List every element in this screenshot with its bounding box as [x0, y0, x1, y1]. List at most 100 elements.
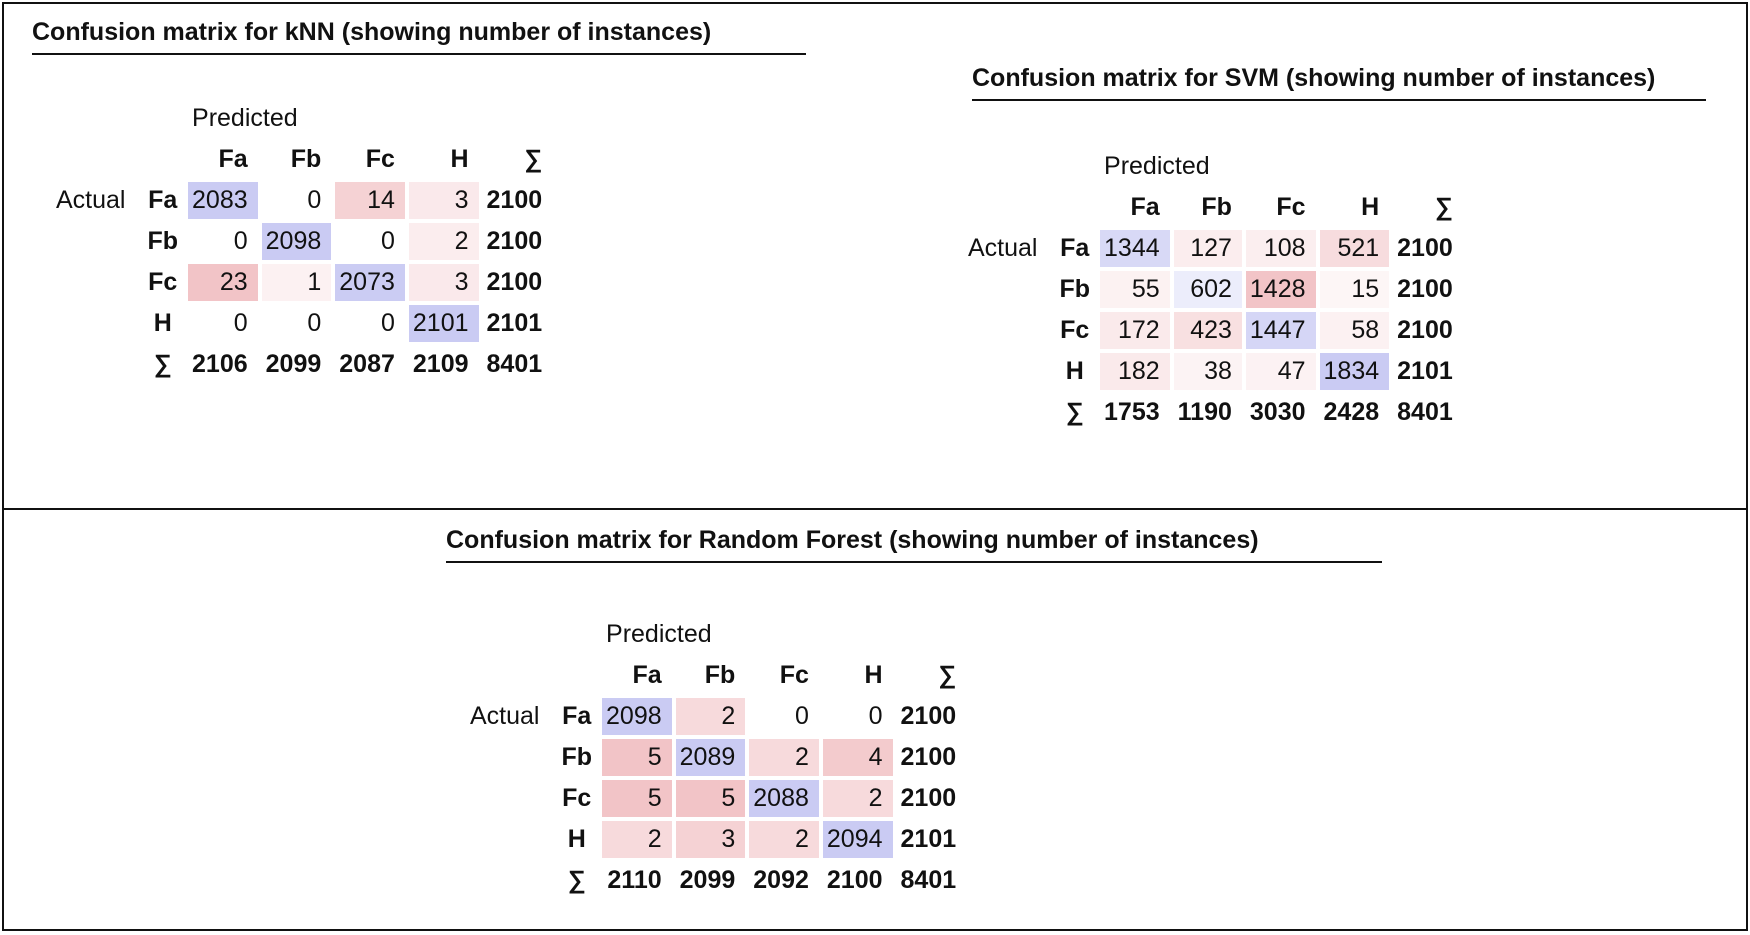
predicted-label: Predicted: [192, 104, 298, 132]
matrix-cell: 0: [868, 702, 883, 730]
row-total: 2100: [486, 268, 543, 296]
grand-total: 8401: [900, 866, 957, 894]
empty-cell: [466, 739, 551, 776]
predicted-label: Predicted: [1104, 152, 1210, 180]
empty-cell: [466, 780, 551, 817]
empty-cell: [555, 616, 598, 653]
col-total: 3030: [1249, 398, 1306, 426]
empty-cell: [964, 312, 1049, 349]
matrix-cell: 127: [1173, 230, 1242, 267]
col-header: H: [864, 661, 883, 689]
row-header: Fc: [1060, 316, 1090, 344]
row-total: 2101: [900, 825, 957, 853]
matrix-cell: 1834: [1319, 353, 1390, 390]
matrix-cell: 0: [381, 227, 395, 255]
matrix-cell: 4: [822, 739, 893, 776]
matrix-cell: 2: [602, 821, 672, 858]
row-header: Fb: [561, 743, 593, 771]
matrix-cell: 0: [381, 309, 395, 337]
col-header: Fc: [365, 145, 395, 173]
col-header: Fa: [1130, 193, 1160, 221]
empty-cell: [555, 657, 598, 694]
empty-cell: [52, 305, 137, 342]
empty-cell: [1053, 189, 1096, 226]
rf-confusion-matrix: Predicted Fa Fb Fc H ∑ Actual Fa 2098 2 0 0 2100 Fb 5 2…: [462, 612, 970, 903]
matrix-cell: 15: [1319, 271, 1390, 308]
row-header: H: [567, 825, 586, 853]
matrix-cell: 2098: [602, 698, 672, 735]
col-total: 2110: [607, 866, 662, 894]
matrix-cell: 521: [1319, 230, 1390, 267]
actual-label: Actual: [968, 234, 1038, 262]
knn-confusion-matrix: Predicted Fa Fb Fc H ∑ Actual Fa 2083 0 14 3 2100 Fb 0…: [48, 96, 556, 387]
row-header: Fa: [562, 702, 592, 730]
col-header: Fa: [632, 661, 662, 689]
col-header: Fb: [290, 145, 322, 173]
row-header: Fc: [562, 784, 592, 812]
grand-total: 8401: [1397, 398, 1453, 426]
row-header: Fa: [148, 186, 178, 214]
row-header: Fc: [148, 268, 178, 296]
svm-title: Confusion matrix for SVM (showing number…: [972, 64, 1706, 101]
empty-cell: [466, 657, 551, 694]
matrix-cell: 423: [1173, 312, 1242, 349]
matrix-cell: 3: [408, 182, 479, 219]
matrix-cell: 2: [408, 223, 479, 260]
matrix-cell: 47: [1245, 353, 1316, 390]
empty-cell: [52, 141, 137, 178]
matrix-cell: 23: [188, 264, 258, 301]
sum-row-header: ∑: [567, 866, 586, 894]
matrix-cell: 5: [602, 780, 672, 817]
matrix-cell: 1344: [1100, 230, 1170, 267]
matrix-cell: 5: [675, 780, 746, 817]
empty-cell: [964, 353, 1049, 390]
matrix-cell: 2089: [675, 739, 746, 776]
col-header: H: [450, 145, 469, 173]
empty-cell: [466, 862, 551, 899]
matrix-cell: 14: [335, 182, 405, 219]
col-header: Fc: [1276, 193, 1306, 221]
matrix-cell: 0: [233, 309, 248, 337]
row-total: 2101: [486, 309, 543, 337]
empty-cell: [52, 264, 137, 301]
section-divider: [2, 508, 1748, 510]
matrix-cell: 2094: [822, 821, 893, 858]
col-total: 2099: [679, 866, 736, 894]
col-total: 1753: [1104, 398, 1160, 426]
col-total: 2106: [192, 350, 248, 378]
empty-cell: [141, 141, 184, 178]
row-total: 2100: [900, 784, 957, 812]
matrix-cell: 602: [1173, 271, 1242, 308]
svm-confusion-matrix: Predicted Fa Fb Fc H ∑ Actual Fa 1344 127 108 521 21…: [960, 144, 1467, 435]
col-total: 2087: [339, 350, 395, 378]
row-total: 2100: [1397, 316, 1453, 344]
matrix-cell: 2: [749, 739, 819, 776]
sum-header: ∑: [938, 661, 957, 689]
col-total: 2428: [1323, 398, 1380, 426]
col-total: 2100: [826, 866, 883, 894]
matrix-cell: 0: [307, 186, 322, 214]
knn-title: Confusion matrix for kNN (showing number…: [32, 18, 806, 55]
matrix-cell: 0: [307, 309, 322, 337]
rf-panel: Confusion matrix for Random Forest (show…: [0, 510, 1748, 930]
rf-title: Confusion matrix for Random Forest (show…: [446, 526, 1382, 563]
matrix-cell: 55: [1100, 271, 1170, 308]
matrix-cell: 5: [602, 739, 672, 776]
matrix-cell: 1428: [1245, 271, 1316, 308]
matrix-cell: 2101: [408, 305, 479, 342]
matrix-cell: 2083: [188, 182, 258, 219]
row-total: 2100: [1397, 234, 1453, 262]
matrix-cell: 2098: [261, 223, 332, 260]
sum-header: ∑: [524, 145, 543, 173]
empty-cell: [1053, 148, 1096, 185]
row-total: 2101: [1397, 357, 1453, 385]
empty-cell: [964, 148, 1049, 185]
matrix-cell: 3: [675, 821, 746, 858]
matrix-cell: 3: [408, 264, 479, 301]
empty-cell: [466, 616, 551, 653]
actual-label: Actual: [56, 186, 126, 214]
row-header: Fb: [147, 227, 179, 255]
predicted-label: Predicted: [606, 620, 712, 648]
col-total: 2109: [412, 350, 469, 378]
grand-total: 8401: [486, 350, 543, 378]
